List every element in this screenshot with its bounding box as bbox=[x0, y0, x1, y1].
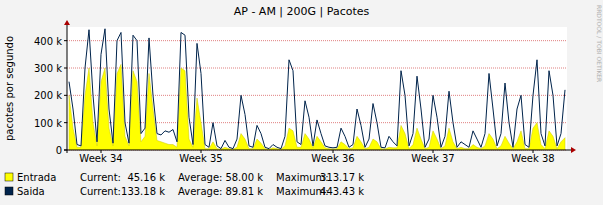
x-tick-label: Week 37 bbox=[411, 153, 454, 164]
legend-swatch bbox=[5, 173, 13, 181]
legend-stat-label: Current: bbox=[80, 186, 121, 197]
legend-label: Entrada bbox=[17, 172, 56, 183]
y-tick-label: 0 bbox=[56, 145, 62, 156]
line-series bbox=[69, 29, 565, 149]
legend-stat-value: 45.16 k bbox=[127, 172, 165, 183]
x-tick-label: Week 34 bbox=[79, 153, 122, 164]
y-tick-label: 100 k bbox=[34, 118, 62, 129]
grid-line bbox=[67, 68, 567, 69]
y-tick-label: 300 k bbox=[34, 63, 62, 74]
grid-line bbox=[67, 40, 567, 41]
watermark: RRDTOOL / TOBI OETIKER bbox=[596, 5, 603, 82]
legend-stat-value: 443.43 k bbox=[320, 186, 364, 197]
y-tick-label: 400 k bbox=[34, 36, 62, 47]
legend-stat-value: 313.17 k bbox=[320, 172, 364, 183]
legend-stat-label: Current: bbox=[80, 172, 121, 183]
chart: AP - AM | 200G | Pacotes pacotes por segu… bbox=[0, 0, 603, 205]
data-group bbox=[69, 29, 565, 150]
background bbox=[0, 0, 603, 205]
y-tick-label: 200 k bbox=[34, 90, 62, 101]
y-axis bbox=[67, 23, 68, 153]
legend-stat-label: Average: bbox=[178, 172, 222, 183]
legend-swatch bbox=[5, 187, 13, 195]
plot-area bbox=[67, 27, 567, 150]
legend-stat-value: 58.00 k bbox=[225, 172, 263, 183]
x-tick-label: Week 38 bbox=[511, 153, 554, 164]
x-axis bbox=[64, 150, 573, 151]
x-tick-label: Week 36 bbox=[311, 153, 354, 164]
y-axis-label: pacotes por segundo bbox=[4, 36, 15, 141]
legend-stat-label: Average: bbox=[178, 186, 222, 197]
legend-stat-value: 133.18 k bbox=[121, 186, 165, 197]
x-axis-arrow bbox=[571, 147, 576, 153]
legend-stat-value: 89.81 k bbox=[225, 186, 263, 197]
title: AP - AM | 200G | Pacotes bbox=[234, 5, 370, 18]
legend-label: Saida bbox=[17, 186, 45, 197]
y-axis-arrow bbox=[64, 20, 70, 25]
area-series bbox=[69, 64, 565, 150]
x-tick-label: Week 35 bbox=[179, 153, 222, 164]
